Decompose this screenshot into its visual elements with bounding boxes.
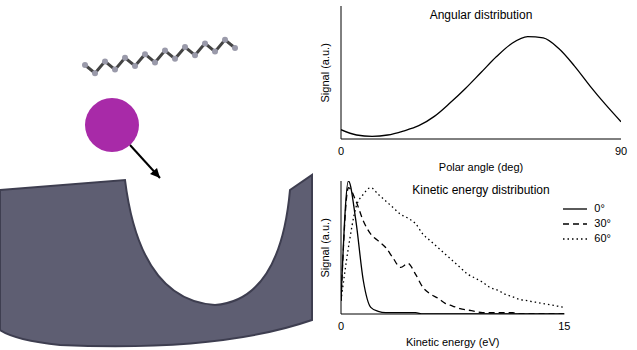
- svg-text:Polar angle (deg): Polar angle (deg): [439, 161, 523, 173]
- svg-text:0: 0: [338, 320, 344, 332]
- html-text:0°: 0°: [594, 202, 605, 214]
- svg-text:Signal (a.u.): Signal (a.u.): [319, 218, 331, 277]
- svg-text:0: 0: [338, 145, 344, 157]
- svg-text:90: 90: [615, 145, 627, 157]
- html-text:60°: 60°: [594, 232, 611, 244]
- html-text:30°: 30°: [594, 217, 611, 229]
- html-text:Angular distribution: Angular distribution: [429, 8, 533, 22]
- html-text:Kinetic energy distribution: Kinetic energy distribution: [412, 183, 550, 197]
- svg-text:15: 15: [558, 320, 570, 332]
- svg-text:Signal (a.u.): Signal (a.u.): [319, 43, 331, 102]
- svg-text:Kinetic energy (eV): Kinetic energy (eV): [406, 336, 500, 348]
